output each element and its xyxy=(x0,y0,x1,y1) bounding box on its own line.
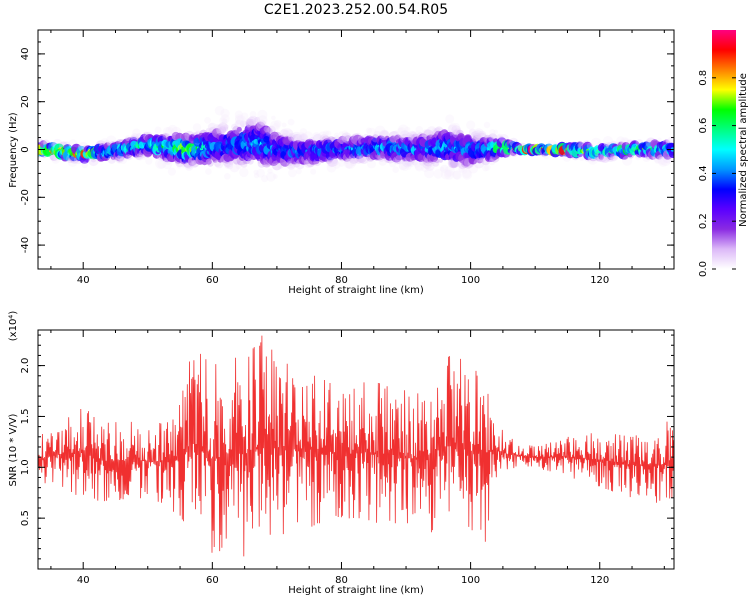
colorbar-tick-label: 0.8 xyxy=(698,70,709,86)
snr-xtick-label: 60 xyxy=(206,575,219,586)
spectrogram-xlabel: Height of straight line (km) xyxy=(288,285,424,296)
colorbar-ramp xyxy=(712,30,736,269)
spectrogram-ytick-label: -20 xyxy=(20,189,31,205)
snr-series-line xyxy=(38,335,674,557)
spectrogram-ylabel: Frequency (Hz) xyxy=(8,112,19,188)
colorbar-tick-label: 0.2 xyxy=(698,213,709,229)
spectrogram-xtick-label: 80 xyxy=(335,275,348,286)
spectrogram-heatmap xyxy=(38,105,674,183)
colorbar: 0.0 0.2 0.4 0.6 0.8 Normalized spectral ampl… xyxy=(698,30,749,277)
snr-panel: 40 60 80 100 120 0.5 1.0 1.5 2.0 Height of strai… xyxy=(8,311,675,596)
snr-xtick-label: 80 xyxy=(335,575,348,586)
spectrogram-ytick-label: 0 xyxy=(20,146,31,152)
snr-ytick-label: 1.0 xyxy=(20,459,31,475)
colorbar-label: Normalized spectral amplitude xyxy=(738,73,749,227)
snr-ytick-label: 1.5 xyxy=(20,408,31,424)
snr-ytick-label: 0.5 xyxy=(20,510,31,526)
snr-xtick-label: 40 xyxy=(77,575,90,586)
spectrogram-axes: 40 60 80 100 120 40 20 0 -20 -40 xyxy=(20,29,674,286)
spectrogram-xtick-label: 120 xyxy=(590,275,609,286)
snr-frame xyxy=(37,329,675,570)
spectrogram-ytick-label: 20 xyxy=(20,95,31,108)
colorbar-tick-label: 0.0 xyxy=(698,261,709,277)
spectrogram-xtick-label: 40 xyxy=(77,275,90,286)
snr-multiplier: (x10⁴) xyxy=(8,311,19,342)
snr-ylabel: SNR (10 * V/V) xyxy=(8,413,19,486)
snr-xtick-label: 120 xyxy=(590,575,609,586)
spectrogram-xtick-label: 60 xyxy=(206,275,219,286)
snr-ytick-label: 2.0 xyxy=(20,358,31,374)
spectrogram-ytick-label: 40 xyxy=(20,48,31,61)
colorbar-axis: 0.0 0.2 0.4 0.6 0.8 xyxy=(698,70,736,277)
colorbar-tick-label: 0.4 xyxy=(698,165,709,181)
snr-xtick-label: 100 xyxy=(461,575,480,586)
snr-xlabel: Height of straight line (km) xyxy=(288,585,424,596)
colorbar-tick-label: 0.6 xyxy=(698,118,709,134)
snr-axes: 40 60 80 100 120 0.5 1.0 1.5 2.0 xyxy=(20,330,674,586)
spectrogram-panel: 40 60 80 100 120 40 20 0 -20 -40 Height of straig… xyxy=(8,29,675,296)
spectrogram-ytick-label: -40 xyxy=(20,237,31,253)
figure-title: C2E1.2023.252.00.54.R05 xyxy=(264,2,448,18)
spectrogram-xtick-label: 100 xyxy=(461,275,480,286)
